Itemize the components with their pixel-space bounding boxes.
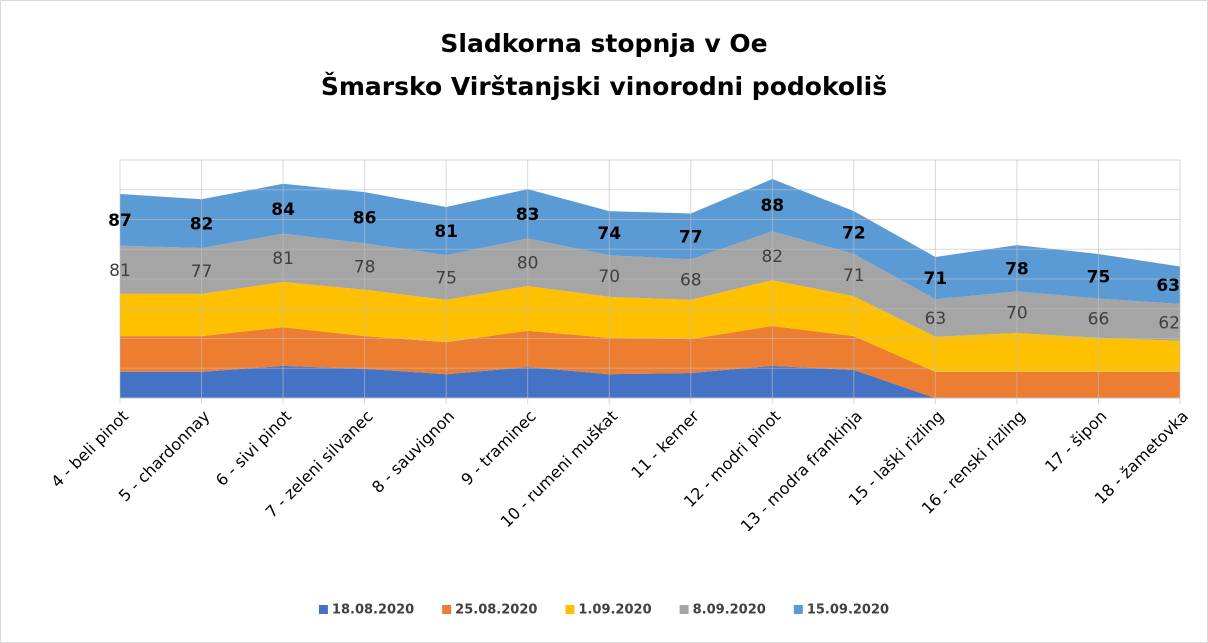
area — [120, 326, 1180, 398]
data-label: 75 — [1087, 267, 1111, 287]
data-label: 68 — [680, 271, 702, 291]
data-label: 70 — [1006, 303, 1028, 323]
data-label: 62 — [1158, 313, 1180, 333]
data-label: 74 — [597, 224, 621, 244]
legend-label: 8.09.2020 — [693, 603, 766, 618]
legend-swatch — [679, 605, 689, 614]
data-label: 71 — [843, 266, 865, 286]
data-label: 77 — [191, 262, 213, 282]
data-label: 78 — [354, 258, 376, 278]
area — [120, 365, 1180, 398]
data-label: 81 — [109, 261, 131, 281]
data-label: 78 — [1005, 259, 1029, 279]
data-label: 82 — [761, 247, 783, 267]
legend-label: 25.08.2020 — [455, 603, 537, 618]
data-label: 75 — [435, 269, 457, 289]
data-label: 70 — [598, 267, 620, 287]
data-label: 81 — [272, 249, 294, 269]
data-label: 72 — [842, 224, 866, 244]
legend-swatch — [442, 605, 452, 614]
data-label: 82 — [190, 215, 214, 235]
area — [120, 179, 1180, 304]
data-label: 77 — [679, 227, 703, 247]
legend-swatch — [318, 605, 328, 614]
legend-swatch — [793, 605, 803, 614]
data-label: 87 — [108, 211, 132, 231]
area — [120, 231, 1180, 341]
data-label: 86 — [353, 209, 377, 229]
data-label: 71 — [924, 269, 948, 289]
data-label: 81 — [434, 222, 458, 242]
data-label: 80 — [517, 253, 539, 273]
legend: 18.08.2020 25.08.2020 1.09.2020 8.09.2020 15… — [318, 603, 889, 618]
data-label: 63 — [925, 309, 947, 329]
data-label: 83 — [516, 205, 540, 225]
data-label: 84 — [271, 200, 295, 220]
data-label: 88 — [760, 196, 784, 216]
area — [120, 280, 1180, 372]
chart-subtitle: Šmarsko Virštanjski vinorodni podokoliš — [321, 71, 887, 101]
data-label: 66 — [1088, 309, 1110, 329]
legend-label: 1.09.2020 — [578, 603, 651, 618]
chart-title: Sladkorna stopnja v Oe — [440, 29, 767, 58]
legend-label: 15.09.2020 — [807, 603, 889, 618]
legend-swatch — [565, 605, 575, 614]
data-label: 63 — [1156, 276, 1180, 296]
legend-label: 18.08.2020 — [332, 603, 414, 618]
